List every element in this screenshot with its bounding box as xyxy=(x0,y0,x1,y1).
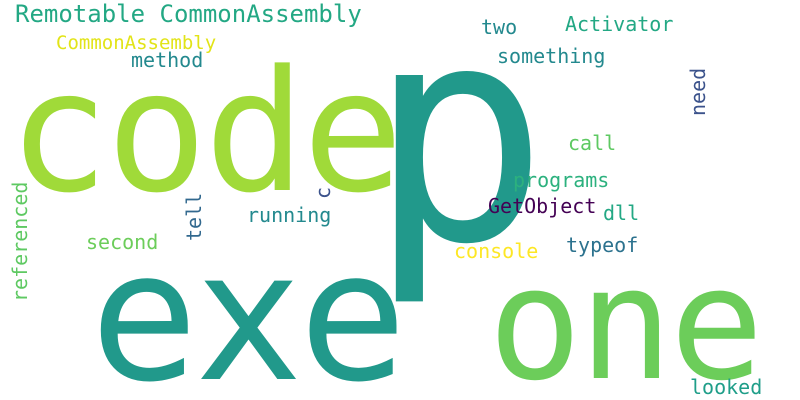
word-typeof: typeof xyxy=(566,233,639,257)
word-method: method xyxy=(131,48,204,72)
word-programs: programs xyxy=(513,168,610,192)
word-getobject: GetObject xyxy=(488,194,597,218)
word-need: need xyxy=(686,67,710,116)
word-two: two xyxy=(481,15,518,39)
word-one: one xyxy=(488,233,764,400)
word-activator: Activator xyxy=(565,12,674,36)
word-code: code xyxy=(8,34,404,230)
word-tell: tell xyxy=(182,192,206,241)
word-console: console xyxy=(454,239,539,263)
word-looked: looked xyxy=(690,375,763,399)
word-referenced: referenced xyxy=(8,181,32,302)
word-p: p xyxy=(368,0,549,310)
word-call: call xyxy=(568,131,617,155)
word-something: something xyxy=(497,44,606,68)
word-remotable-commonassembly: Remotable CommonAssembly xyxy=(15,0,362,28)
word-c: c xyxy=(311,186,335,199)
word-commonassembly: CommonAssembly xyxy=(56,32,217,54)
word-running: running xyxy=(247,203,332,227)
word-dll: dll xyxy=(603,201,640,225)
word-exe: exe xyxy=(90,213,407,400)
word-second: second xyxy=(86,230,159,254)
